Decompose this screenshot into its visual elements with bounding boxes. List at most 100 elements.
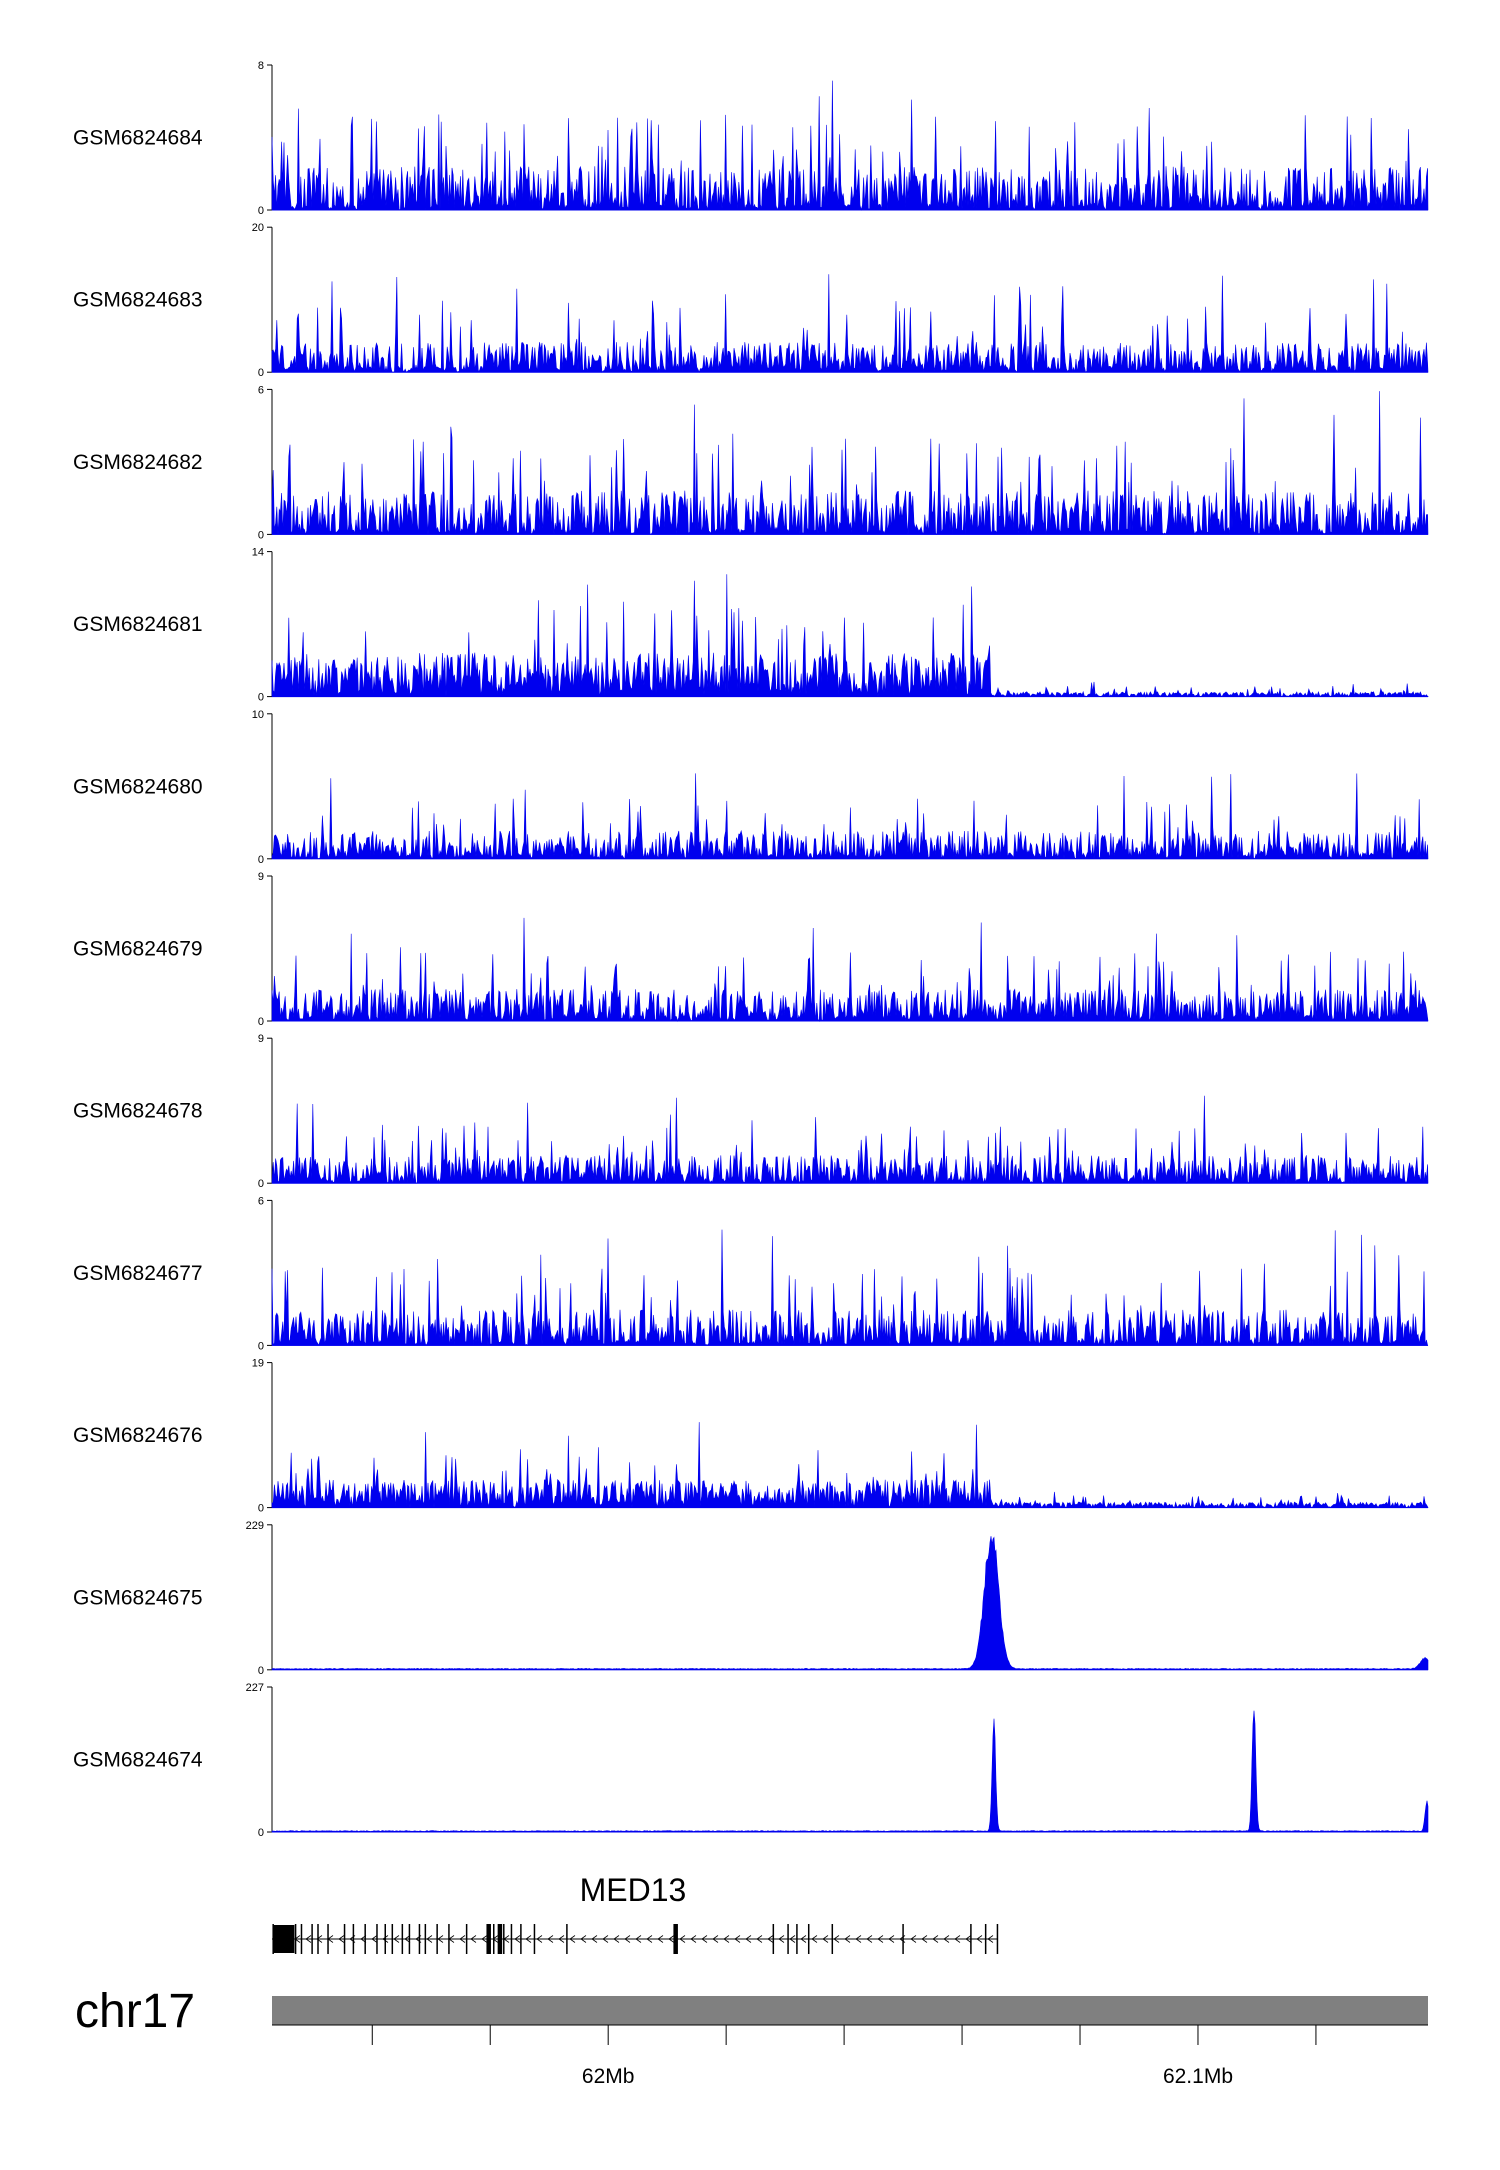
y-tick-label-max: 20 (252, 222, 264, 234)
track-label: GSM6824674 (73, 1749, 203, 1772)
strand-chevron (767, 1935, 774, 1943)
track-label: GSM6824683 (73, 289, 203, 312)
y-tick-label-min: 0 (258, 1016, 264, 1028)
strand-chevron (701, 1935, 708, 1943)
y-tick-label-max: 6 (258, 1195, 264, 1207)
signal-area (271, 1095, 1429, 1185)
strand-chevron (492, 1935, 499, 1943)
track-label: GSM6824676 (73, 1424, 203, 1447)
gene-utr-exon (273, 1925, 295, 1953)
y-tick-label-min: 0 (258, 692, 264, 704)
signal-area (271, 1536, 1429, 1671)
strand-chevron (954, 1935, 961, 1943)
y-tick-label-max: 229 (246, 1520, 264, 1532)
strand-chevron (371, 1935, 378, 1943)
x-tick-label: 62Mb (582, 2065, 635, 2088)
gene-track: MED13 (272, 1872, 999, 1954)
y-tick-label-min: 0 (258, 205, 264, 217)
strand-chevron (514, 1935, 521, 1943)
signal-area (271, 574, 1429, 698)
strand-chevron (921, 1935, 928, 1943)
strand-chevron (580, 1935, 587, 1943)
y-tick-label-max: 8 (258, 60, 264, 72)
track-GSM6824676: GSM6824676 19 0 (73, 1358, 1429, 1515)
y-tick-label-min: 0 (258, 529, 264, 541)
track-GSM6824684: GSM6824684 8 0 (73, 60, 1429, 217)
strand-chevron (635, 1935, 642, 1943)
y-tick-label-max: 6 (258, 384, 264, 396)
track-label: GSM6824679 (73, 938, 203, 961)
track-label: GSM6824684 (73, 127, 203, 150)
strand-chevron (338, 1935, 345, 1943)
track-label: GSM6824678 (73, 1100, 203, 1123)
chromosome-ideogram: chr17 (75, 1985, 1428, 2038)
strand-chevron (459, 1935, 466, 1943)
track-GSM6824675: GSM6824675 229 0 (73, 1520, 1429, 1677)
strand-chevron (569, 1935, 576, 1943)
strand-chevron (811, 1935, 818, 1943)
track-GSM6824680: GSM6824680 10 0 (73, 709, 1429, 866)
y-tick-label-min: 0 (258, 1665, 264, 1677)
strand-chevron (382, 1935, 389, 1943)
strand-chevron (690, 1935, 697, 1943)
track-label: GSM6824675 (73, 1586, 203, 1609)
strand-chevron (393, 1935, 400, 1943)
strand-chevron (679, 1935, 686, 1943)
strand-chevron (316, 1935, 323, 1943)
strand-chevron (789, 1935, 796, 1943)
strand-chevron (778, 1935, 785, 1943)
strand-chevron (888, 1935, 895, 1943)
y-tick-label-max: 10 (252, 709, 264, 721)
y-tick-label-max: 227 (246, 1682, 264, 1694)
gene-exon-wide (486, 1924, 491, 1954)
signal-area (271, 1422, 1429, 1509)
strand-chevron (536, 1935, 543, 1943)
strand-chevron (360, 1935, 367, 1943)
y-tick-label-min: 0 (258, 1503, 264, 1515)
strand-chevron (844, 1935, 851, 1943)
strand-chevron (987, 1935, 994, 1943)
strand-chevron (646, 1935, 653, 1943)
y-tick-label-max: 9 (258, 1033, 264, 1045)
strand-chevron (833, 1935, 840, 1943)
signal-area (271, 773, 1429, 860)
strand-chevron (404, 1935, 411, 1943)
track-GSM6824681: GSM6824681 14 0 (73, 547, 1429, 704)
strand-chevron (437, 1935, 444, 1943)
x-tick-label: 62.1Mb (1163, 2065, 1233, 2088)
strand-chevron (613, 1935, 620, 1943)
signal-area (271, 1710, 1429, 1833)
track-GSM6824683: GSM6824683 20 0 (73, 222, 1429, 379)
track-GSM6824674: GSM6824674 227 0 (73, 1682, 1429, 1839)
gene-label-med13: MED13 (580, 1872, 687, 1908)
strand-chevron (657, 1935, 664, 1943)
strand-chevron (932, 1935, 939, 1943)
strand-chevron (943, 1935, 950, 1943)
strand-chevron (965, 1935, 972, 1943)
strand-chevron (756, 1935, 763, 1943)
strand-chevron (624, 1935, 631, 1943)
y-tick-label-max: 9 (258, 871, 264, 883)
strand-chevron (877, 1935, 884, 1943)
signal-tracks: GSM682468480GSM6824683200GSM682468260GSM… (73, 60, 1429, 1839)
strand-chevron (602, 1935, 609, 1943)
y-tick-label-max: 19 (252, 1358, 264, 1370)
track-GSM6824679: GSM6824679 9 0 (73, 871, 1429, 1028)
track-GSM6824682: GSM6824682 6 0 (73, 384, 1429, 541)
gene-exon-wide (497, 1924, 503, 1954)
strand-chevron (481, 1935, 488, 1943)
y-tick-label-min: 0 (258, 367, 264, 379)
track-GSM6824677: GSM6824677 6 0 (73, 1195, 1429, 1352)
strand-chevron (525, 1935, 532, 1943)
strand-chevron (591, 1935, 598, 1943)
y-tick-label-min: 0 (258, 1827, 264, 1839)
signal-area (271, 1229, 1429, 1347)
strand-chevron (547, 1935, 554, 1943)
y-tick-label-min: 0 (258, 1178, 264, 1190)
signal-area (271, 80, 1429, 211)
strand-chevron (558, 1935, 565, 1943)
signal-area (271, 391, 1429, 536)
strand-chevron (976, 1935, 983, 1943)
signal-area (271, 274, 1429, 373)
